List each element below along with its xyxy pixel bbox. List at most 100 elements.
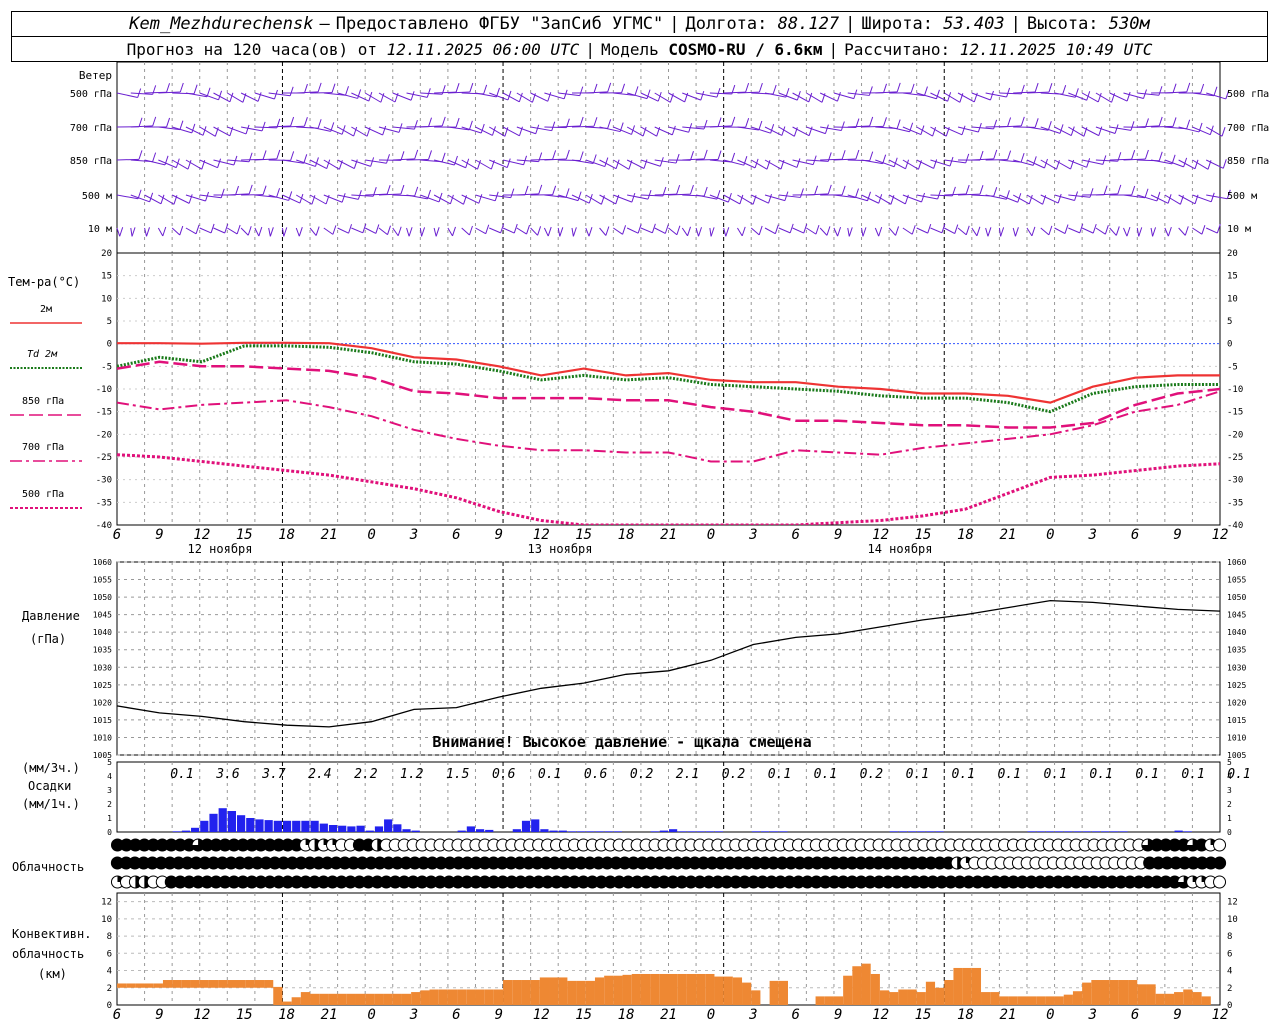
wind-barb-feather (547, 226, 552, 237)
precip-bar (1091, 831, 1101, 832)
conv-bar (815, 996, 825, 1005)
wind-barb-feather (452, 226, 456, 237)
precip-bar (191, 827, 200, 832)
wind-barb-feather (796, 90, 801, 101)
pressure-tick-label-right: 1060 (1227, 558, 1246, 567)
wind-barb (461, 227, 470, 236)
precip-bar (531, 819, 540, 832)
legend-label-t850: 850 гПа (22, 396, 64, 407)
wind-barb-feather (647, 189, 652, 200)
wind-barb-feather (1000, 227, 1005, 237)
wind-barb-feather (1028, 194, 1033, 205)
time-tick-label-bottom: 0 (1046, 1007, 1054, 1023)
wind-barb-feather (387, 225, 391, 235)
wind-barb (888, 227, 896, 236)
conv-bar (1128, 980, 1138, 1005)
conv-bar (824, 996, 834, 1005)
conv-bar (245, 980, 255, 988)
wind-barb-feather (235, 185, 239, 196)
wind-barb-feather (1014, 227, 1019, 237)
forecast-time: 12.11.2025 06:00 UTC (386, 39, 580, 59)
wind-barb (695, 92, 718, 98)
wind-barb-feather (188, 194, 193, 204)
wind-barb-feather (261, 121, 266, 132)
conv-tick-label: 8 (107, 932, 112, 942)
precip-bar (586, 831, 595, 832)
precip-bar (374, 826, 384, 832)
wind-barb (433, 159, 455, 166)
wind-barb (571, 125, 594, 128)
wind-barb (309, 126, 331, 132)
time-tick-label-bottom: 3 (748, 1007, 757, 1023)
wind-barb (1054, 227, 1066, 235)
wind-barb (268, 227, 271, 237)
wind-barb (1192, 92, 1215, 97)
wind-barb (778, 159, 798, 168)
wind-barb-feather (1172, 83, 1177, 93)
wind-barb-feather (836, 92, 841, 102)
wind-barb-feather (725, 227, 730, 237)
conv-bar (218, 980, 228, 988)
conv-bar (466, 989, 476, 1005)
wind-barb-feather (179, 225, 184, 236)
time-tick-label-bottom: 6 (1131, 1007, 1139, 1023)
wind-barb (916, 227, 928, 234)
wind-barb (323, 92, 346, 96)
precip-bar (1045, 831, 1055, 832)
wind-barb-feather (766, 160, 771, 170)
wind-barb-feather (588, 227, 593, 237)
wind-barb (502, 159, 524, 166)
wind-barb-feather (510, 188, 515, 198)
wind-barb-feather (1062, 85, 1067, 95)
wind-barb-feather (1216, 223, 1221, 234)
wind-barb (764, 92, 787, 98)
wind-barb-feather (979, 185, 984, 195)
wind-barb (558, 125, 581, 128)
wind-barb (1095, 193, 1118, 196)
wind-barb (1040, 159, 1057, 170)
wind-barb-feather (933, 159, 938, 169)
wind-barb-feather (426, 88, 431, 98)
time-tick-label: 21 (999, 527, 1016, 543)
conv-bar (714, 976, 724, 1005)
conv-bar (126, 983, 136, 988)
wind-title: Ветер (79, 69, 112, 82)
wind-barb-feather (634, 86, 639, 96)
wind-barb (585, 227, 590, 237)
wind-barb-feather (210, 223, 215, 234)
wind-barb-feather (166, 117, 171, 128)
wind-barb-feather (248, 184, 253, 195)
precip-bar (926, 831, 935, 832)
wind-barb-feather (703, 186, 708, 197)
temp-title: Тем-ра(°С) (8, 275, 80, 289)
wind-barb (309, 227, 317, 236)
conv-bar (521, 980, 531, 1005)
conv-bar (870, 973, 880, 1005)
wind-barb-feather (855, 149, 860, 160)
wind-barb (1081, 126, 1100, 137)
wind-barb-feather (841, 150, 846, 160)
wind-barb (806, 227, 817, 235)
temp-tick-label-right: -15 (1227, 408, 1243, 418)
wind-barb-feather (526, 224, 531, 235)
conv-bar (153, 983, 163, 988)
pressure-tick-label: 1035 (93, 646, 112, 655)
precip-tick-label-right: 2 (1227, 800, 1232, 809)
temp-tick-label-right: -25 (1227, 453, 1243, 463)
wind-barb-feather (1210, 192, 1215, 203)
conv-bar (576, 980, 586, 1005)
precip-bar (1036, 831, 1045, 832)
wind-barb (944, 227, 955, 234)
wind-barb (240, 126, 263, 132)
wind-barb (654, 159, 677, 164)
wind-barb-feather (593, 117, 598, 127)
conv-bar (696, 973, 706, 1005)
wind-barb-feather (965, 153, 970, 164)
wind-barb-feather (727, 192, 732, 203)
precip-bar (1027, 831, 1036, 832)
wind-barb-feather (345, 86, 349, 96)
conv-bar (778, 980, 788, 1005)
wind-barb (599, 194, 616, 205)
wind-barb (558, 194, 579, 202)
conv-tick-label: 12 (101, 898, 112, 908)
